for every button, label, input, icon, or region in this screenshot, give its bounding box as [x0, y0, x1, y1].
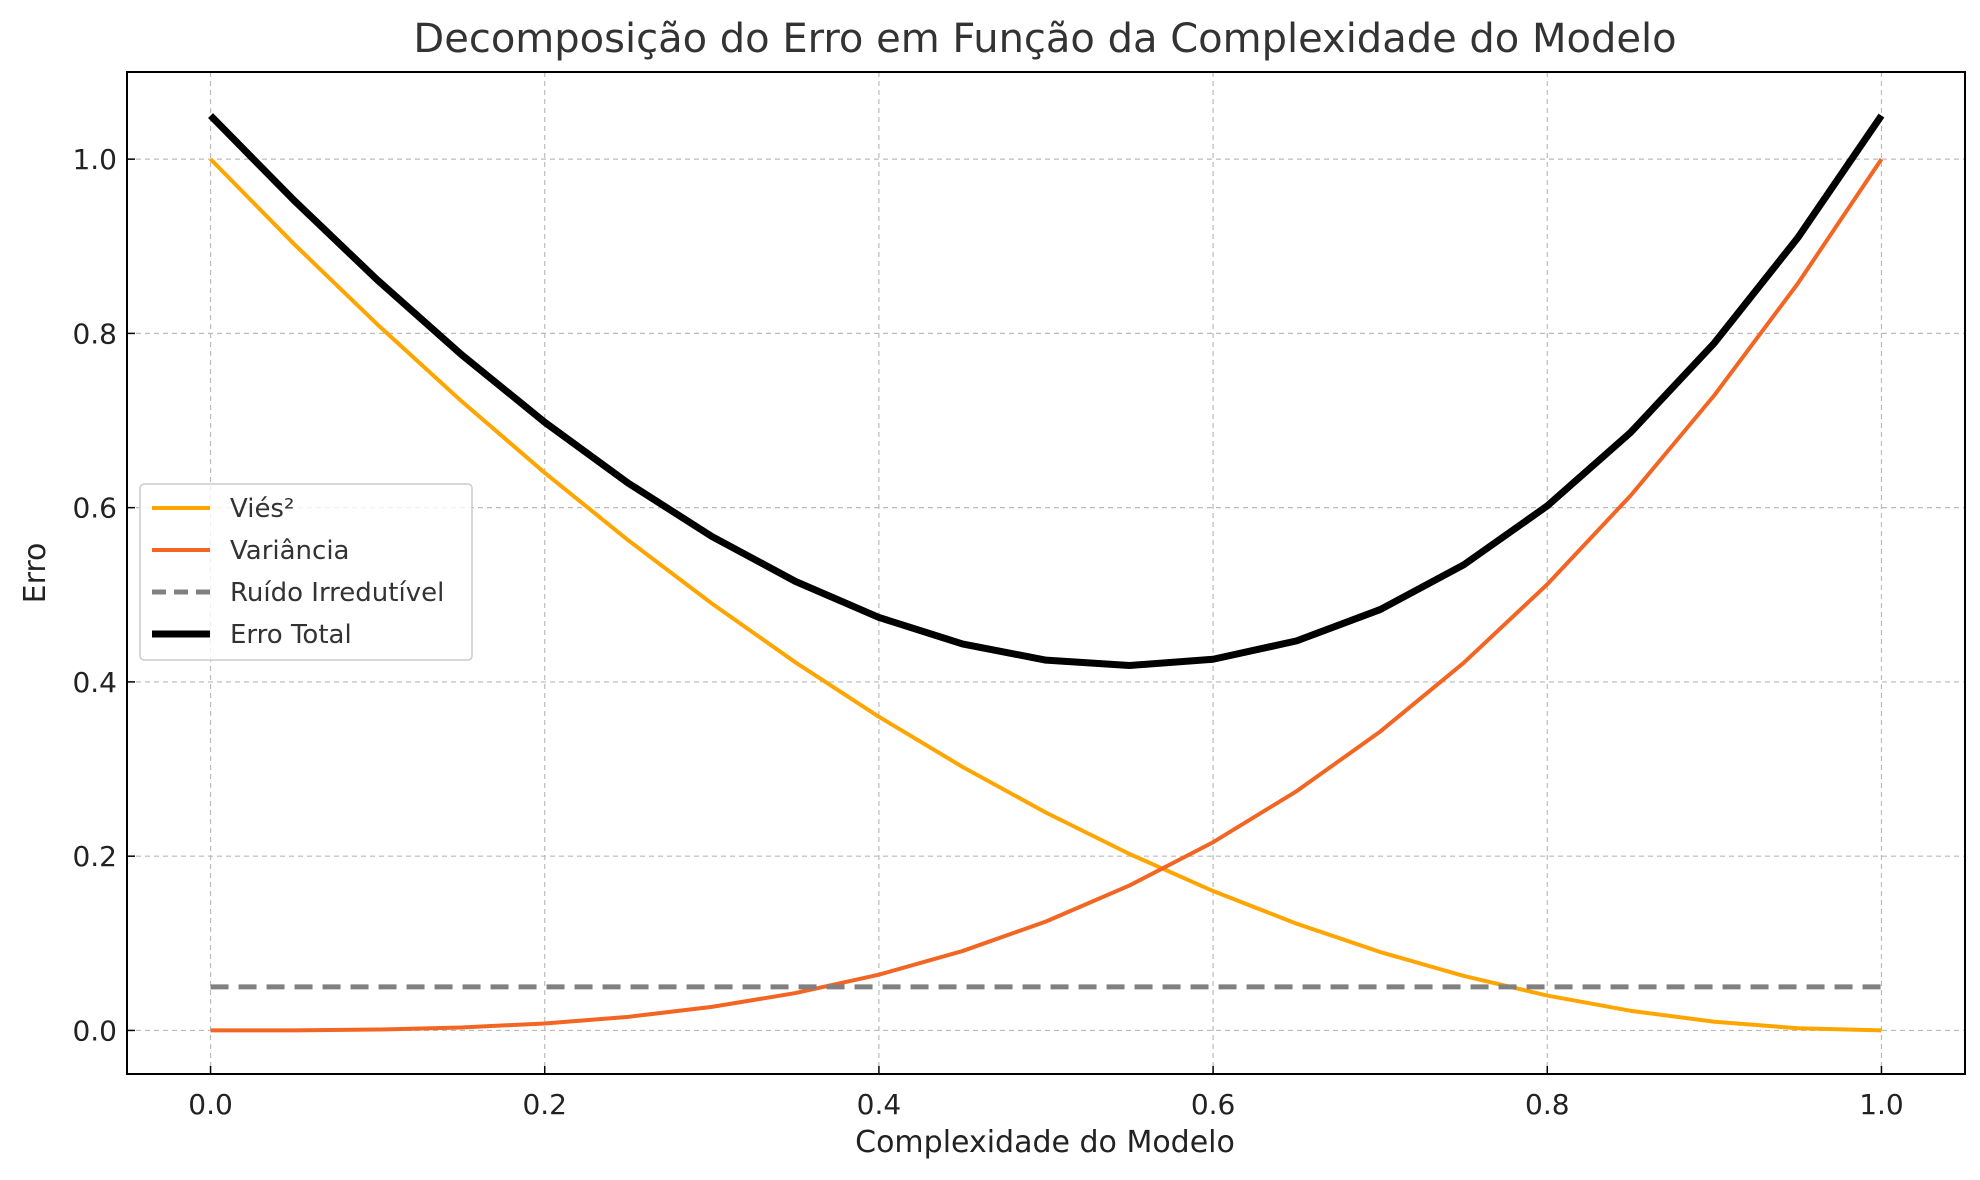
x-tick-label: 0.0 [188, 1088, 233, 1121]
series-line-erro-total [208, 113, 1885, 669]
y-tick-label: 0.6 [72, 492, 117, 525]
x-tick-label: 0.2 [522, 1088, 567, 1121]
x-tick-label: 0.6 [1191, 1088, 1236, 1121]
series-line-vies [209, 157, 1882, 1033]
y-tick-label: 0.8 [72, 317, 117, 350]
axis-ticks: 0.0 0.2 0.4 0.6 0.8 1.0 0.0 0.2 0.4 0.6 0.8 1.0 [72, 143, 1903, 1121]
legend-label-ruido-irredutivel: Ruído Irredutível [230, 578, 444, 608]
x-tick-label: 0.8 [1525, 1088, 1570, 1121]
legend-label-variancia: Variância [230, 536, 349, 566]
y-tick-label: 0.4 [72, 666, 117, 699]
plot-frame [126, 71, 1966, 1075]
legend-box [139, 483, 473, 661]
legend: Viés² Variância Ruído Irredutível Erro Tota… [139, 483, 473, 661]
y-axis-title: Erro [18, 543, 53, 604]
grid [127, 72, 1965, 1074]
x-axis-title: Complexidade do Modelo [855, 1125, 1235, 1160]
chart-title: Decomposição do Erro em Função da Comple… [413, 16, 1676, 62]
y-tick-label: 0.0 [72, 1014, 117, 1047]
x-tick-label: 0.4 [857, 1088, 902, 1121]
series-line-variancia [210, 158, 1884, 1033]
y-tick-label: 1.0 [72, 143, 117, 176]
series-lines [208, 113, 1885, 1033]
legend-label-erro-total: Erro Total [230, 620, 352, 650]
y-tick-label: 0.2 [72, 840, 117, 873]
x-tick-label: 1.0 [1859, 1088, 1904, 1121]
legend-label-vies: Viés² [230, 494, 294, 524]
